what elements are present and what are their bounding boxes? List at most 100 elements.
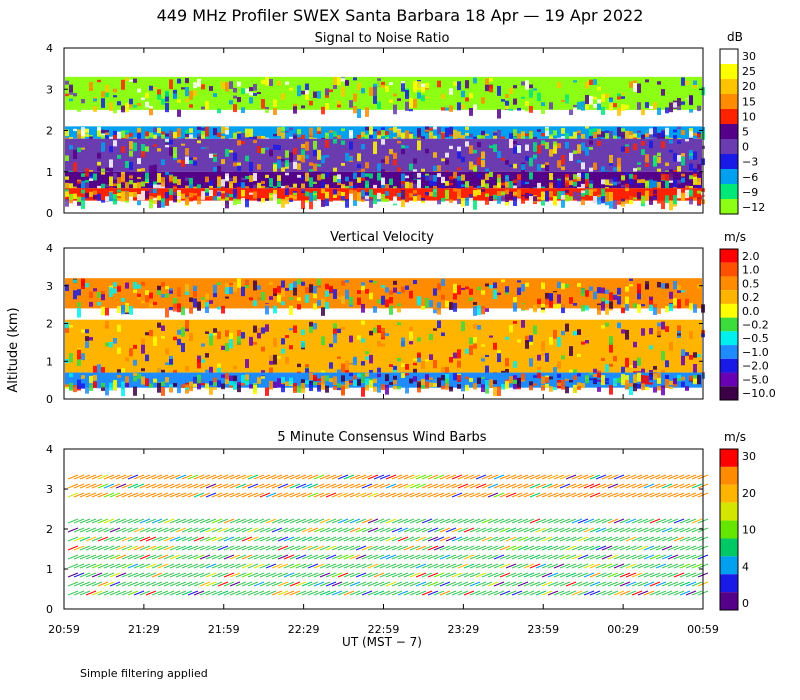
colorbar-swatch [720,184,738,199]
wind-barb [379,581,391,587]
wind-barb [205,581,217,587]
texture-cell [561,379,565,390]
texture-cell [85,329,89,334]
wind-barb [121,554,133,560]
texture-cell [265,387,269,396]
texture-cell [177,199,181,203]
texture-cell [621,198,625,202]
texture-cell [689,153,693,156]
texture-cell [189,333,193,342]
wind-barb [595,527,607,533]
wind-barb [559,536,571,542]
wind-barb [289,536,301,542]
wind-barb [145,483,157,489]
wind-barb [661,581,673,587]
wind-barb [457,590,469,596]
texture-cell [189,297,193,303]
texture-cell [213,154,217,157]
texture-cell [593,380,597,383]
texture-cell [677,374,681,381]
y-tick-label: 1 [46,166,53,179]
texture-cell [621,366,625,374]
texture-cell [333,378,337,386]
texture-cell [513,191,517,196]
texture-cell [177,287,181,297]
colorbar-label: 30 [742,450,756,463]
texture-cell [637,179,641,184]
texture-cell [617,157,621,167]
texture-cell [637,304,641,313]
texture-cell [117,77,121,82]
texture-cell [381,139,385,145]
wind-barb [199,483,211,489]
texture-cell [361,172,365,178]
texture-cell [625,172,629,176]
wind-barb [181,527,193,533]
texture-cell [249,384,253,389]
texture-cell [125,130,129,133]
texture-cell [237,131,241,135]
wind-barb [583,590,595,596]
wind-barb [235,572,247,578]
texture-cell [241,382,245,386]
texture-cell [581,199,585,206]
texture-cell [521,373,525,381]
panel-title: 5 Minute Consensus Wind Barbs [277,430,486,445]
wind-barb [571,581,583,587]
texture-cell [693,80,697,85]
wind-barb [673,572,685,578]
texture-cell [381,130,385,137]
texture-cell [457,285,461,295]
texture-cell [461,156,465,163]
wind-barb [643,590,655,596]
wind-barb [379,527,391,533]
texture-cell [145,191,149,199]
texture-cell [281,338,285,345]
texture-cell [393,375,397,380]
wind-barb [625,527,637,533]
texture-cell [257,294,261,304]
texture-cell [345,360,349,370]
wind-barb [385,590,397,596]
texture-cell [93,106,97,112]
texture-cell [137,373,141,379]
wind-barb [439,581,451,587]
wind-barb [127,492,139,498]
texture-cell [277,198,281,204]
texture-cell [509,376,513,384]
texture-cell [677,285,681,292]
wind-barb [673,527,685,533]
texture-cell [493,132,497,139]
wind-barb [301,474,313,480]
wind-barb [229,492,241,498]
wind-barb [97,554,109,560]
wind-barb [265,492,277,498]
wind-barb [271,527,283,533]
texture-cell [117,197,121,201]
wind-barb [253,492,265,498]
wind-barb [415,483,427,489]
texture-cell [613,103,617,108]
wind-barb [469,518,481,524]
texture-cell [181,303,185,309]
texture-cell [501,177,505,183]
texture-cell [553,304,557,309]
wind-barb [145,492,157,498]
texture-cell [641,109,645,116]
texture-cell [269,178,273,187]
wind-barb [199,563,211,569]
wind-barb [349,536,361,542]
wind-barb [163,554,175,560]
texture-cell [333,193,337,198]
texture-cell [133,344,137,349]
wind-barb [649,518,661,524]
texture-cell [697,198,701,205]
texture-cell [125,103,129,113]
texture-cell [509,87,513,94]
texture-cell [545,98,549,102]
wind-barb [607,545,619,551]
texture-cell [157,193,161,202]
texture-cell [213,387,217,390]
wind-barb [271,572,283,578]
texture-cell [685,139,689,142]
